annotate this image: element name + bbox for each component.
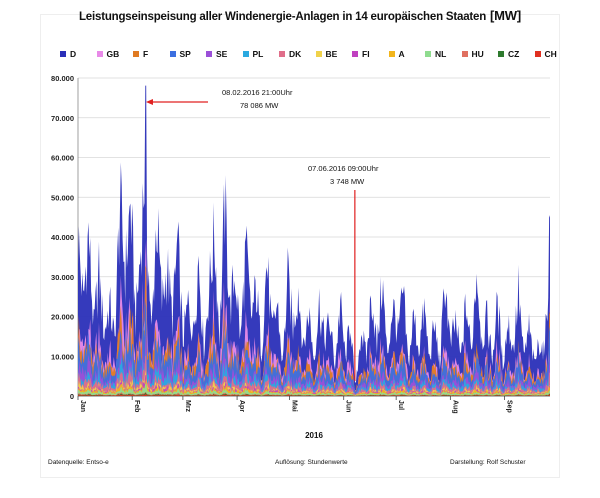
x-tick-label: Apr bbox=[238, 400, 245, 412]
legend-swatch bbox=[388, 51, 395, 57]
legend-swatch bbox=[279, 51, 285, 57]
area-series-sp bbox=[78, 300, 550, 396]
legend-item-se: SE bbox=[206, 48, 227, 60]
area-series-nl bbox=[78, 383, 550, 396]
legend-label: HU bbox=[471, 49, 484, 59]
x-axis-label: 2016 bbox=[305, 431, 323, 440]
y-tick-label: 10.000 bbox=[51, 352, 74, 361]
chart-title-text: Leistungseinspeisung aller Windenergie-A… bbox=[78, 11, 487, 23]
y-tick-label: 20.000 bbox=[51, 313, 74, 322]
y-tick-label: 80.000 bbox=[51, 74, 74, 83]
legend-swatch bbox=[206, 51, 212, 57]
legend-item-dk: DK bbox=[279, 48, 301, 60]
y-tick-label: 40.000 bbox=[51, 233, 74, 242]
legend-swatch bbox=[60, 51, 66, 57]
x-tick-label: Jul bbox=[397, 400, 404, 410]
y-tick-label: 50.000 bbox=[51, 193, 74, 202]
legend-swatch bbox=[352, 51, 358, 57]
legend-swatch bbox=[96, 51, 103, 57]
legend-item-f: F bbox=[133, 48, 148, 60]
x-tick-label: Feb bbox=[133, 400, 140, 412]
legend-label: D bbox=[70, 49, 77, 59]
legend-label: DK bbox=[289, 49, 302, 59]
legend-label: PL bbox=[252, 49, 264, 59]
legend-label: BE bbox=[325, 49, 338, 59]
min-annotation-value: 3 748 MW bbox=[330, 177, 365, 186]
legend-item-cz: CZ bbox=[498, 48, 519, 60]
legend-label: F bbox=[143, 49, 149, 59]
legend-item-sp: SP bbox=[169, 48, 191, 60]
chart-unit: [MW] bbox=[490, 8, 522, 23]
peak-annotation-value: 78 086 MW bbox=[240, 101, 279, 110]
x-tick-label: Mai bbox=[291, 400, 298, 412]
peak-annotation-label: 08.02.2016 21:00Uhr bbox=[222, 88, 293, 97]
legend-label: SP bbox=[179, 49, 191, 59]
legend-swatch bbox=[133, 51, 139, 57]
legend-label: CZ bbox=[508, 49, 520, 59]
x-tick-label: Jun bbox=[345, 400, 352, 412]
x-tick-label: Jan bbox=[79, 400, 86, 412]
x-tick-label: Aug bbox=[451, 400, 458, 414]
legend-label: CH bbox=[544, 49, 557, 59]
legend-swatch bbox=[534, 51, 541, 57]
legend-label: A bbox=[398, 49, 405, 59]
area-series-fi bbox=[78, 374, 550, 396]
legend-item-a: A bbox=[388, 48, 405, 60]
footer-author: Darstellung: Rolf Schuster bbox=[450, 459, 526, 466]
area-series-hu bbox=[78, 392, 550, 396]
footer-resolution: Auflösung: Stundenwerte bbox=[275, 459, 348, 466]
footer-source: Datenquelle: Entso-e bbox=[48, 459, 109, 466]
legend-item-hu: HU bbox=[461, 48, 484, 60]
min-annotation-label: 07.06.2016 09:00Uhr bbox=[308, 164, 379, 173]
legend-swatch bbox=[315, 51, 322, 57]
y-tick-label: 30.000 bbox=[51, 273, 74, 282]
x-tick-label: Sep bbox=[506, 400, 513, 413]
legend-label: FI bbox=[362, 49, 370, 59]
y-tick-label: 60.000 bbox=[51, 154, 74, 163]
legend-item-fi: FI bbox=[352, 48, 370, 60]
legend-item-nl: NL bbox=[425, 48, 446, 60]
legend-label: GB bbox=[106, 49, 120, 59]
legend-swatch bbox=[242, 51, 249, 57]
legend-item-pl: PL bbox=[242, 48, 264, 60]
legend-label: NL bbox=[435, 49, 447, 59]
legend-swatch bbox=[169, 51, 176, 57]
legend-item-ch: CH bbox=[534, 48, 557, 60]
legend-label: SE bbox=[216, 49, 228, 59]
legend-swatch bbox=[498, 51, 504, 57]
chart-legend: D GB F SP SE PL DK BE FI A NL HU CZ CH bbox=[60, 48, 560, 60]
legend-swatch bbox=[425, 51, 431, 57]
chart-frame bbox=[40, 14, 560, 478]
peak-arrow-head bbox=[145, 99, 153, 105]
area-series-ch bbox=[78, 394, 550, 396]
y-tick-label: 0 bbox=[70, 392, 74, 401]
y-tick-label: 70.000 bbox=[51, 114, 74, 123]
chart-title: Leistungseinspeisung aller Windenergie-A… bbox=[0, 8, 600, 23]
legend-item-d: D bbox=[60, 48, 76, 60]
legend-swatch bbox=[461, 51, 468, 57]
legend-item-gb: GB bbox=[96, 48, 120, 60]
legend-item-be: BE bbox=[315, 48, 338, 60]
x-tick-label: Mrz bbox=[184, 400, 191, 413]
